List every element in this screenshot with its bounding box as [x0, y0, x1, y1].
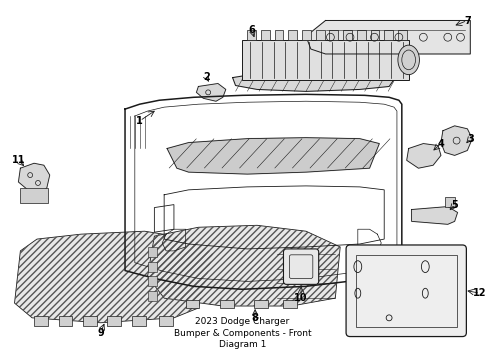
Text: 1: 1 [136, 116, 143, 126]
Polygon shape [147, 225, 340, 306]
Text: 11: 11 [12, 155, 25, 165]
Text: 3: 3 [467, 134, 474, 144]
Polygon shape [306, 21, 470, 54]
Text: 10: 10 [294, 293, 308, 303]
Text: 12: 12 [473, 288, 487, 298]
Bar [243, 40, 409, 80]
Bar [220, 300, 234, 308]
Bar [254, 300, 268, 308]
Text: 8: 8 [252, 313, 259, 323]
Text: 2: 2 [203, 72, 210, 82]
Polygon shape [15, 231, 213, 323]
Bar [34, 316, 48, 326]
Bar [289, 30, 297, 40]
Polygon shape [441, 126, 472, 156]
Text: 7: 7 [464, 15, 471, 26]
Bar [261, 30, 270, 40]
Bar [147, 247, 157, 257]
Bar [302, 30, 311, 40]
Bar [159, 316, 173, 326]
Bar [58, 316, 72, 326]
Bar [132, 316, 146, 326]
Polygon shape [407, 144, 441, 168]
Bar [247, 30, 256, 40]
Bar [343, 30, 352, 40]
Text: 4: 4 [438, 139, 444, 149]
Bar [384, 30, 393, 40]
Polygon shape [19, 163, 49, 195]
Bar [370, 30, 379, 40]
Bar [107, 316, 121, 326]
Bar [275, 30, 284, 40]
Bar [147, 291, 157, 301]
Text: 5: 5 [451, 199, 458, 210]
Bar [356, 255, 457, 327]
Bar [398, 30, 407, 40]
FancyBboxPatch shape [346, 245, 466, 337]
Text: 2023 Dodge Charger
Bumper & Components - Front
Diagram 1: 2023 Dodge Charger Bumper & Components -… [173, 317, 311, 349]
Bar [316, 30, 324, 40]
Ellipse shape [398, 45, 419, 75]
Bar [329, 30, 338, 40]
Text: 6: 6 [249, 25, 256, 35]
Bar [284, 300, 297, 308]
Bar [83, 316, 97, 326]
Bar [357, 30, 366, 40]
Bar [186, 300, 199, 308]
FancyBboxPatch shape [284, 249, 318, 284]
Bar [147, 262, 157, 271]
Text: 9: 9 [97, 328, 104, 338]
Polygon shape [196, 84, 226, 101]
Polygon shape [167, 138, 379, 174]
Polygon shape [412, 207, 458, 224]
Bar [147, 276, 157, 286]
Polygon shape [233, 72, 394, 91]
Bar [445, 197, 455, 207]
Bar [21, 188, 48, 203]
